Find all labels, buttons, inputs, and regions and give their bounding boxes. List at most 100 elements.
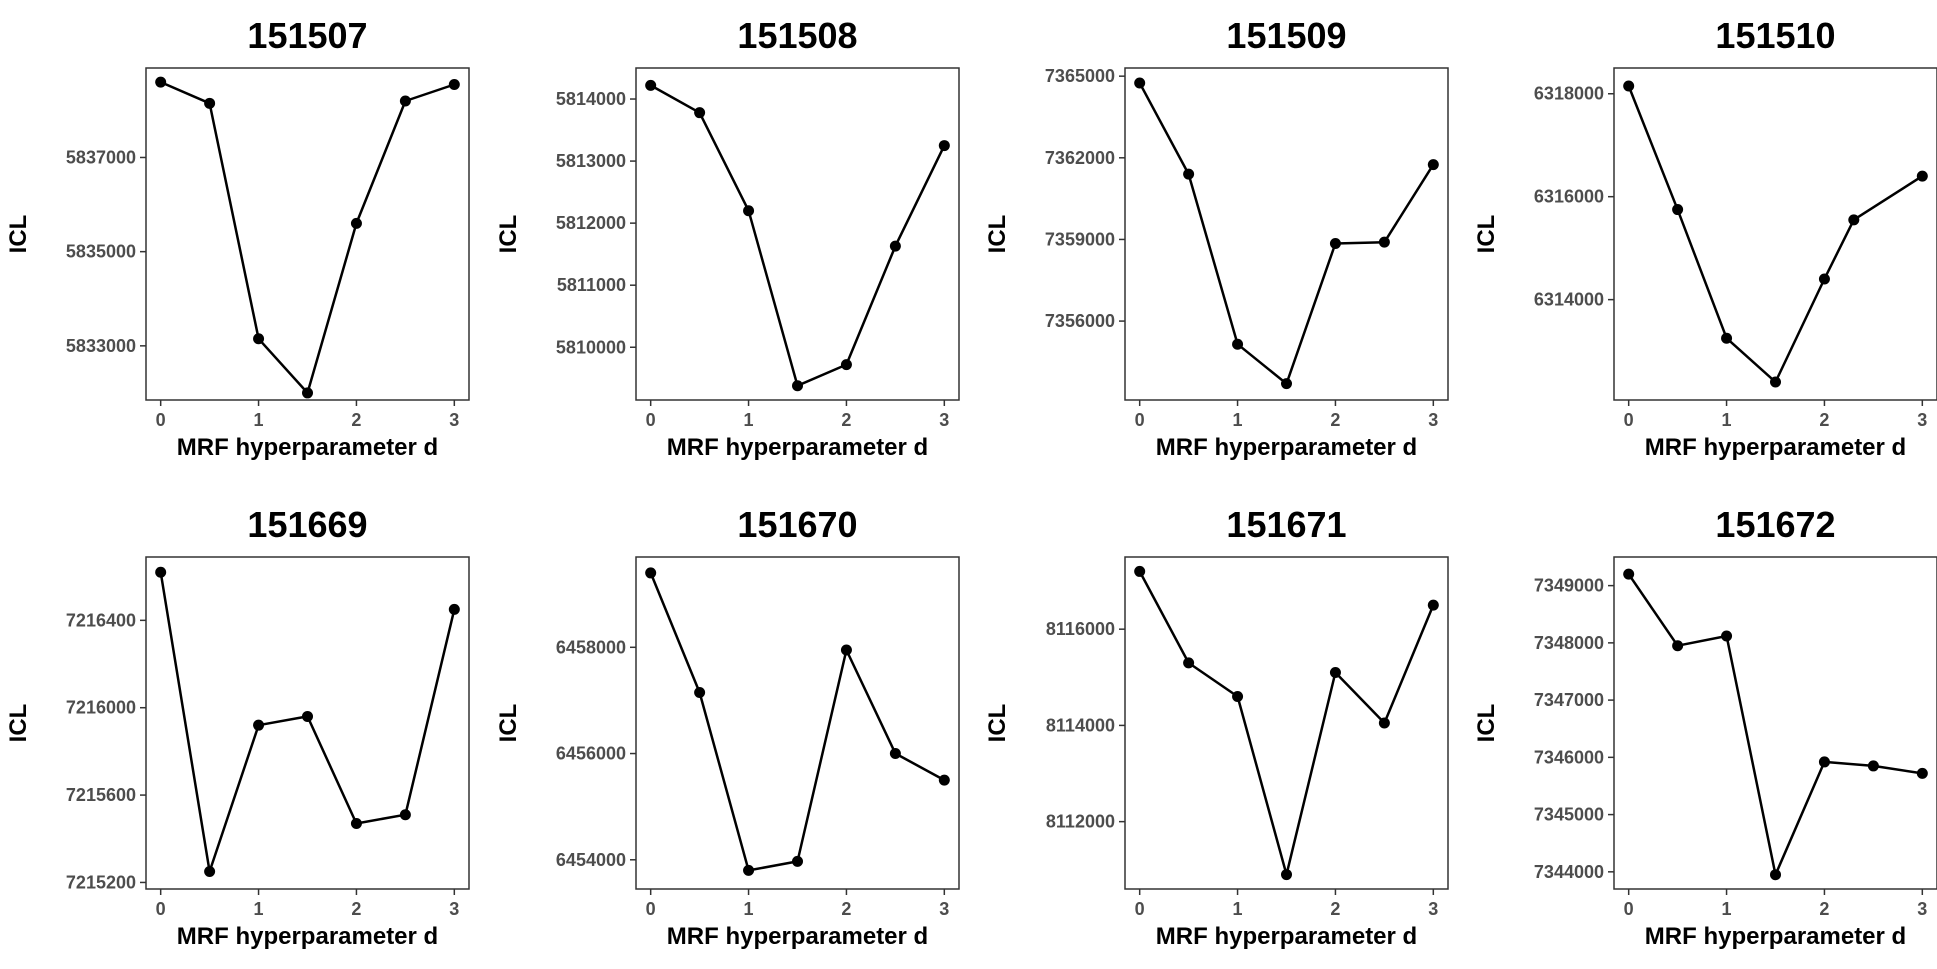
data-point: [743, 864, 755, 876]
series-line: [160, 80, 455, 395]
panel-151671: 151671 0 1 2 3 8112000 8114000 8116000 MRF hyper…: [984, 504, 1449, 950]
data-point: [792, 855, 803, 867]
y-tick-label: 7344000: [1534, 862, 1604, 882]
data-point: [1867, 760, 1879, 772]
data-point: [1818, 756, 1830, 768]
plot-frame: [635, 67, 960, 401]
y-tick-label: 5835000: [66, 242, 136, 262]
x-tick-label: 1: [744, 410, 754, 430]
x-tick-label: 0: [1624, 899, 1634, 919]
series-line: [1627, 85, 1923, 384]
panel-title: 151508: [737, 15, 857, 56]
x-axis-label: MRF hyperparameter d: [667, 923, 928, 950]
y-tick-label: 5814000: [556, 89, 626, 109]
x-axis-label: MRF hyperparameter d: [177, 923, 438, 950]
data-point: [792, 380, 803, 392]
plot-frame: [145, 556, 470, 890]
data-point: [204, 866, 216, 878]
y-tick-label: 8114000: [1046, 715, 1115, 735]
x-axis-label: MRF hyperparameter d: [177, 434, 438, 461]
data-point: [938, 774, 950, 786]
data-point: [253, 719, 265, 731]
x-tick-label: 3: [1917, 410, 1927, 430]
panel-title: 151672: [1715, 504, 1835, 545]
y-axis-label: ICL: [5, 215, 32, 254]
panel-151507: 151507 0 1 2 3 5833000 5835000 5837000 MRF hyper…: [5, 15, 470, 461]
data-point: [694, 107, 706, 119]
data-point: [1329, 666, 1341, 678]
panel-151672: 151672 0 1 2 3 7344000 7345000 7346000 7347000 73…: [1473, 504, 1937, 950]
y-tick-label: 6454000: [556, 850, 626, 870]
x-tick-label: 1: [1233, 899, 1243, 919]
panel-title: 151507: [247, 15, 367, 56]
data-point: [1770, 869, 1781, 881]
data-point: [1281, 869, 1292, 881]
plot-frame: [1124, 556, 1449, 890]
y-tick-label: 6316000: [1534, 187, 1604, 207]
x-tick-label: 0: [1135, 410, 1145, 430]
data-point: [448, 603, 460, 615]
y-axis-label: ICL: [5, 704, 32, 743]
data-point: [302, 710, 313, 722]
x-tick-label: 3: [449, 410, 459, 430]
x-tick-label: 2: [351, 410, 361, 430]
panel-151509: 151509 0 1 2 3 7356000 7359000 7362000 7365000 MR…: [984, 15, 1449, 461]
data-point: [1134, 77, 1146, 89]
data-point: [889, 748, 901, 760]
y-tick-label: 7359000: [1045, 229, 1115, 249]
y-tick-label: 6458000: [556, 637, 626, 657]
data-point: [1916, 170, 1928, 182]
data-point: [1623, 568, 1635, 580]
data-point: [1721, 332, 1733, 344]
panel-151508: 151508 0 1 2 3 5810000 5811000 5812000 5813000 58…: [495, 15, 960, 461]
panel-title: 151670: [737, 504, 857, 545]
data-point: [645, 567, 657, 579]
data-point: [204, 97, 216, 109]
y-tick-label: 7356000: [1045, 311, 1115, 331]
x-tick-label: 0: [156, 410, 166, 430]
x-axis-label: MRF hyperparameter d: [1156, 434, 1417, 461]
panel-151510: 151510 0 1 2 3 6314000 6316000 6318000 MRF hyper…: [1473, 15, 1937, 461]
x-tick-label: 2: [841, 410, 851, 430]
panel-151670: 151670 0 1 2 3 6454000 6456000 6458000 MRF hyper…: [495, 504, 960, 950]
data-point: [1378, 236, 1390, 248]
y-tick-label: 7215200: [66, 872, 136, 892]
y-tick-label: 7345000: [1534, 805, 1604, 825]
y-axis-label: ICL: [1473, 215, 1500, 254]
x-tick-label: 3: [1428, 899, 1438, 919]
x-tick-label: 1: [1233, 410, 1243, 430]
data-point: [1672, 204, 1684, 216]
x-tick-label: 2: [1819, 899, 1829, 919]
x-tick-label: 3: [939, 899, 949, 919]
data-point: [1916, 767, 1928, 779]
series-line: [1627, 573, 1923, 876]
x-tick-label: 0: [156, 899, 166, 919]
data-point: [1848, 214, 1860, 226]
panel-title: 151509: [1226, 15, 1346, 56]
series-line: [1138, 82, 1435, 385]
panel-title: 151671: [1226, 504, 1346, 545]
plot-frame: [635, 556, 960, 890]
data-point: [155, 76, 167, 88]
data-point: [840, 644, 852, 656]
panel-151669: 151669 0 1 2 3 7215200 7215600 7216000 7216400 MR…: [5, 504, 470, 950]
x-tick-label: 1: [1722, 410, 1732, 430]
data-point: [253, 333, 265, 345]
data-point: [448, 78, 460, 90]
series-line: [649, 572, 945, 872]
y-tick-label: 7365000: [1045, 66, 1115, 86]
y-tick-label: 7348000: [1534, 633, 1604, 653]
plot-frame: [1613, 556, 1937, 890]
x-tick-label: 1: [254, 410, 264, 430]
data-point: [889, 240, 901, 252]
x-tick-label: 3: [449, 899, 459, 919]
panel-title: 151669: [247, 504, 367, 545]
x-axis-label: MRF hyperparameter d: [667, 434, 928, 461]
data-point: [938, 140, 950, 152]
x-tick-label: 0: [1624, 410, 1634, 430]
x-tick-label: 3: [1428, 410, 1438, 430]
data-point: [1329, 238, 1341, 250]
x-tick-label: 2: [841, 899, 851, 919]
x-tick-label: 2: [1819, 410, 1829, 430]
